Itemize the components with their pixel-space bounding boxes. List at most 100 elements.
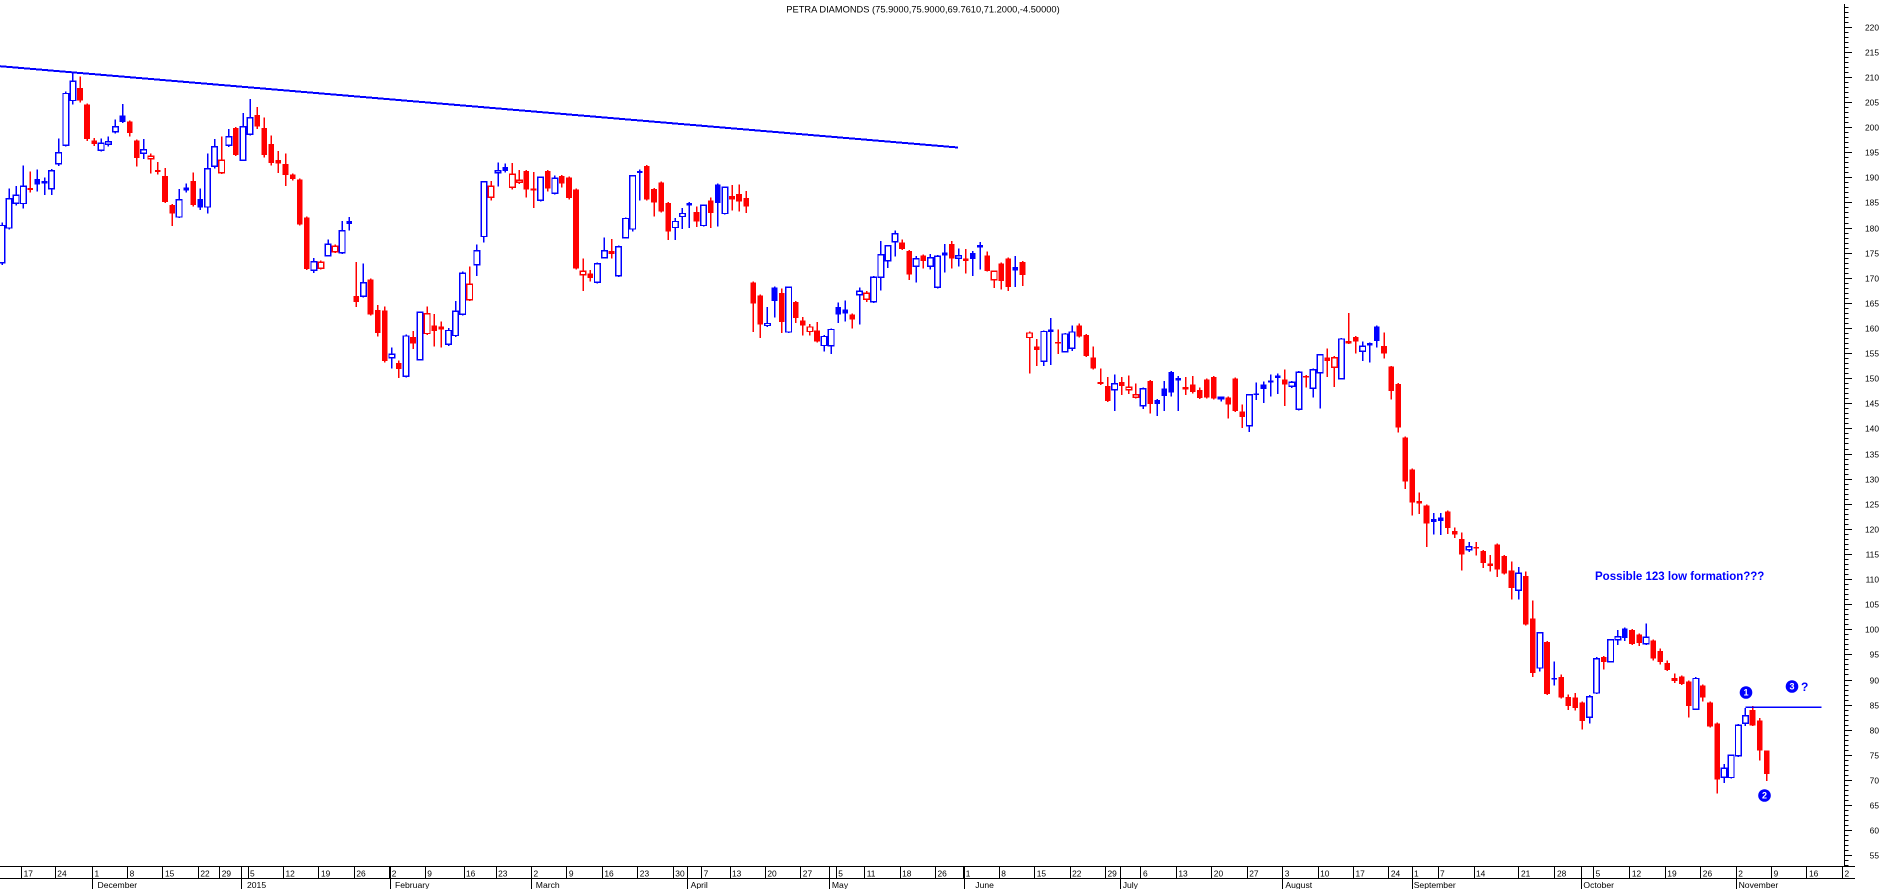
svg-text:16: 16 (604, 869, 614, 879)
svg-text:12: 12 (286, 869, 296, 879)
svg-text:13: 13 (732, 869, 742, 879)
svg-text:1: 1 (95, 869, 100, 879)
svg-text:27: 27 (1249, 869, 1259, 879)
svg-text:2: 2 (392, 869, 397, 879)
svg-text:190: 190 (1865, 173, 1879, 183)
svg-text:26: 26 (1703, 869, 1713, 879)
svg-text:19: 19 (1667, 869, 1677, 879)
svg-text:8: 8 (1001, 869, 1006, 879)
svg-text:115: 115 (1866, 550, 1880, 560)
svg-text:180: 180 (1865, 224, 1879, 234)
svg-text:1: 1 (1414, 869, 1419, 879)
svg-text:?: ? (1801, 680, 1808, 694)
svg-text:16: 16 (466, 869, 476, 879)
svg-text:15: 15 (165, 869, 175, 879)
svg-text:2: 2 (534, 869, 539, 879)
svg-text:15: 15 (1037, 869, 1047, 879)
svg-text:7: 7 (1440, 869, 1445, 879)
svg-text:5: 5 (250, 869, 255, 879)
svg-text:10: 10 (1320, 869, 1330, 879)
svg-text:18: 18 (902, 869, 912, 879)
svg-text:Possible 123 low formation???: Possible 123 low formation??? (1595, 571, 1764, 583)
svg-text:60: 60 (1870, 826, 1880, 836)
svg-text:9: 9 (1774, 869, 1779, 879)
svg-text:90: 90 (1870, 676, 1880, 686)
svg-text:165: 165 (1865, 299, 1879, 309)
svg-text:28: 28 (1557, 869, 1567, 879)
svg-text:2: 2 (1738, 869, 1743, 879)
svg-text:7: 7 (704, 869, 709, 879)
svg-text:August: August (1285, 880, 1312, 889)
svg-text:December: December (98, 880, 138, 889)
svg-text:June: June (975, 880, 994, 889)
svg-text:125: 125 (1865, 500, 1879, 510)
svg-text:PETRA DIAMONDS (75.9000,75.900: PETRA DIAMONDS (75.9000,75.9000,69.7610,… (786, 5, 1059, 15)
svg-text:65: 65 (1870, 801, 1880, 811)
svg-text:140: 140 (1865, 424, 1879, 434)
svg-text:14: 14 (1476, 869, 1486, 879)
svg-text:April: April (691, 880, 708, 889)
svg-text:150: 150 (1865, 374, 1879, 384)
svg-text:17: 17 (1356, 869, 1366, 879)
svg-text:24: 24 (57, 869, 67, 879)
svg-text:26: 26 (938, 869, 948, 879)
svg-text:135: 135 (1865, 450, 1879, 460)
svg-text:20: 20 (767, 869, 777, 879)
svg-text:2015: 2015 (247, 880, 266, 889)
svg-text:185: 185 (1865, 198, 1879, 208)
svg-text:17: 17 (24, 869, 34, 879)
svg-text:70: 70 (1870, 776, 1880, 786)
svg-text:30: 30 (675, 869, 685, 879)
svg-text:27: 27 (803, 869, 813, 879)
svg-text:8: 8 (130, 869, 135, 879)
svg-text:75: 75 (1870, 751, 1880, 761)
svg-text:210: 210 (1865, 73, 1879, 83)
svg-text:95: 95 (1870, 650, 1880, 660)
svg-text:May: May (832, 880, 849, 889)
svg-text:29: 29 (222, 869, 232, 879)
svg-text:20: 20 (1214, 869, 1224, 879)
svg-text:220: 220 (1865, 23, 1879, 33)
svg-text:24: 24 (1391, 869, 1401, 879)
svg-text:2: 2 (1845, 869, 1850, 879)
svg-text:3: 3 (1789, 682, 1794, 692)
svg-text:November: November (1739, 880, 1779, 889)
svg-text:215: 215 (1865, 48, 1879, 58)
svg-text:55: 55 (1870, 851, 1880, 861)
svg-text:21: 21 (1521, 869, 1531, 879)
svg-text:23: 23 (498, 869, 508, 879)
svg-text:130: 130 (1865, 475, 1879, 485)
svg-text:120: 120 (1865, 525, 1879, 535)
svg-text:2: 2 (1762, 791, 1767, 801)
svg-text:September: September (1414, 880, 1456, 889)
svg-text:July: July (1123, 880, 1139, 889)
svg-text:110: 110 (1866, 575, 1880, 585)
svg-text:80: 80 (1870, 726, 1880, 736)
svg-text:9: 9 (569, 869, 574, 879)
svg-text:11: 11 (867, 869, 876, 879)
svg-text:5: 5 (1596, 869, 1601, 879)
svg-text:9: 9 (427, 869, 432, 879)
svg-text:205: 205 (1865, 98, 1879, 108)
svg-text:19: 19 (321, 869, 331, 879)
svg-text:100: 100 (1865, 625, 1879, 635)
svg-text:22: 22 (1072, 869, 1082, 879)
svg-text:February: February (395, 880, 430, 889)
svg-text:29: 29 (1108, 869, 1118, 879)
svg-text:160: 160 (1865, 324, 1879, 334)
svg-text:16: 16 (1809, 869, 1819, 879)
svg-text:175: 175 (1865, 249, 1879, 259)
svg-text:155: 155 (1865, 349, 1879, 359)
svg-text:12: 12 (1632, 869, 1642, 879)
svg-text:22: 22 (200, 869, 210, 879)
svg-text:85: 85 (1870, 701, 1880, 711)
svg-text:105: 105 (1865, 600, 1879, 610)
svg-text:October: October (1583, 880, 1614, 889)
svg-text:26: 26 (356, 869, 366, 879)
svg-text:13: 13 (1178, 869, 1188, 879)
svg-text:March: March (536, 880, 560, 889)
svg-text:6: 6 (1143, 869, 1148, 879)
svg-text:145: 145 (1865, 399, 1879, 409)
svg-text:5: 5 (838, 869, 843, 879)
svg-text:1: 1 (1743, 688, 1748, 698)
